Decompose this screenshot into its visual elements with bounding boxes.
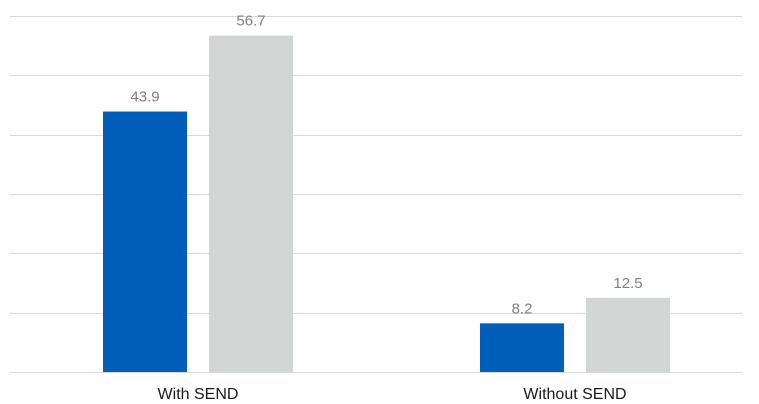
bar-1-series-1 (103, 111, 187, 372)
data-label-2-series-2: 12.5 (613, 275, 642, 292)
data-label-1-series-1: 43.9 (130, 89, 159, 106)
data-label-2-series-1: 8.2 (512, 300, 533, 317)
data-label-1-series-2: 56.7 (236, 13, 265, 30)
bar-1-series-2 (209, 35, 293, 373)
x-axis: With SEND Without SEND (10, 372, 742, 403)
category-label-2: Without SEND (523, 386, 626, 403)
bars (103, 35, 670, 373)
category-label-1: With SEND (158, 386, 239, 403)
bar-2-series-1 (480, 323, 564, 372)
bar-2-series-2 (586, 297, 670, 372)
data-labels: 43.9 56.7 8.2 12.5 (130, 13, 642, 318)
